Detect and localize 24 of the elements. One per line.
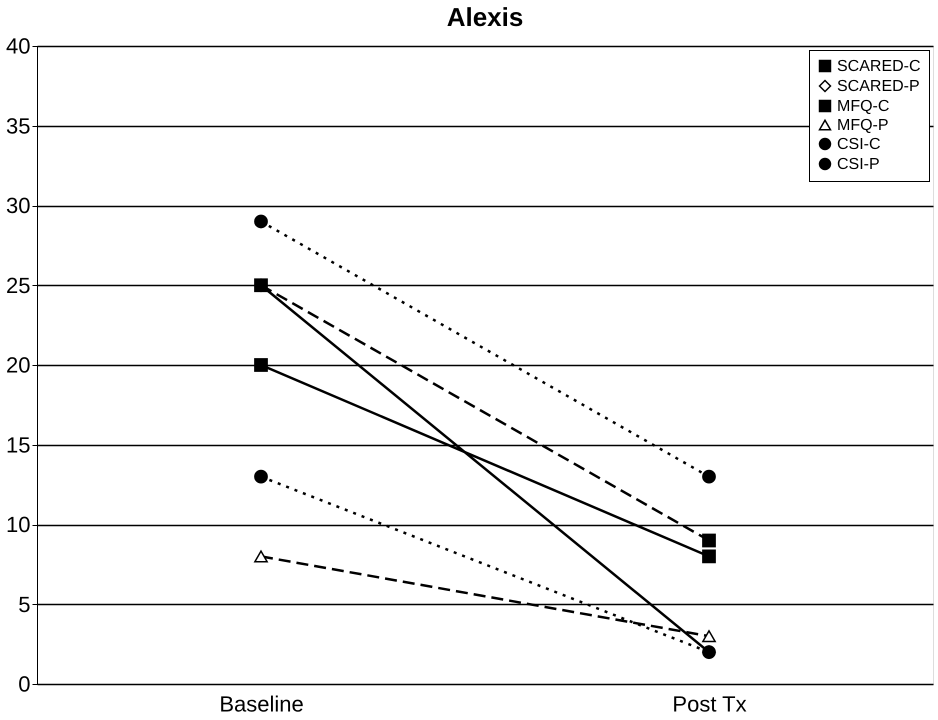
x-tick-label: Post Tx [672,692,747,716]
y-tick-label: 20 [6,352,30,378]
chart-title: Alexis [446,2,524,32]
legend-label: SCARED-C [837,58,921,75]
y-tick-label: 30 [6,193,30,218]
point [702,534,716,548]
y-tick-label: 5 [18,592,30,617]
point [254,358,268,372]
point [702,470,716,484]
y-tick-label: 25 [6,272,30,298]
y-tick-label: 35 [6,113,30,138]
point [254,214,268,228]
y-tick-label: 10 [6,512,30,537]
point [254,470,268,484]
legend-label: CSI-P [837,156,880,173]
point [702,550,716,564]
y-tick-label: 0 [18,672,30,696]
y-tick-label: 40 [6,34,30,58]
y-tick-label: 15 [6,432,30,458]
legend-label: SCARED-P [837,78,920,95]
legend-label: CSI-C [837,136,881,153]
x-tick-label: Baseline [219,692,304,716]
legend-label: MFQ-C [837,98,890,115]
legend-label: MFQ-P [837,117,889,134]
